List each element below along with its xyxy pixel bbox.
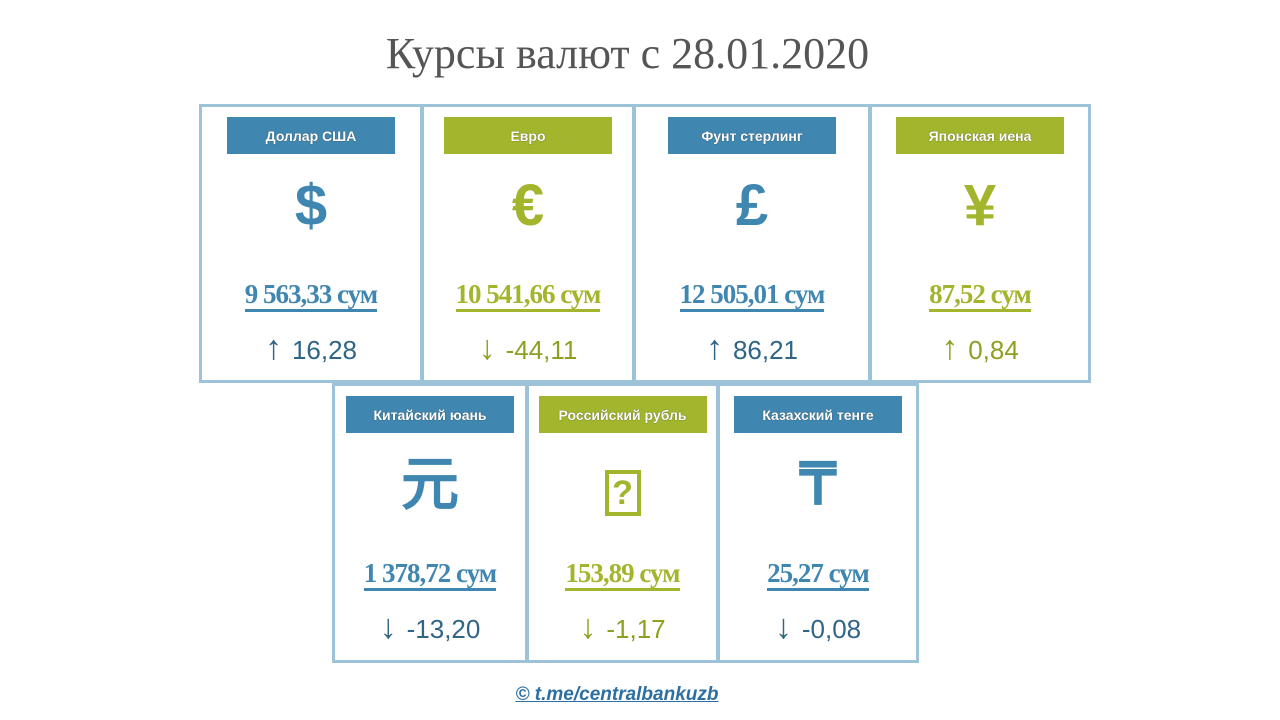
currency-card: Фунт стерлинг £ 12 505,01 сум ↑ 86,21: [633, 104, 871, 383]
rate-value-text: 25,27 сум: [767, 558, 870, 591]
currency-card: Китайский юань 元 1 378,72 сум ↓ -13,20: [332, 383, 528, 663]
currency-symbol: ₸: [799, 452, 837, 517]
rate-value: 1 378,72 сум: [335, 558, 525, 591]
rate-change: ↓ -1,17: [529, 608, 716, 647]
currency-card: Японская иена ¥ 87,52 сум ↑ 0,84: [869, 104, 1091, 383]
rate-value: 9 563,33 сум: [202, 279, 420, 312]
currency-symbol-icon: £: [636, 171, 868, 241]
rate-change: ↓ -13,20: [335, 608, 525, 647]
rate-value-text: 153,89 сум: [565, 558, 681, 591]
currency-name: Японская иена: [928, 127, 1032, 144]
currency-name: Казахский тенге: [762, 406, 874, 423]
currency-symbol: $: [294, 173, 328, 238]
rate-value-text: 9 563,33 сум: [244, 279, 378, 312]
currency-symbol-icon: ¥: [872, 171, 1088, 241]
currency-symbol: €: [511, 173, 545, 238]
currency-symbol: £: [735, 173, 769, 238]
currency-name: Доллар США: [265, 127, 357, 144]
rate-value: 153,89 сум: [529, 558, 716, 591]
rate-value-text: 87,52 сум: [929, 279, 1032, 312]
rate-change-text: -0,08: [801, 614, 862, 644]
currency-name-label: Доллар США: [227, 117, 395, 154]
currency-symbol-icon: €: [424, 171, 632, 241]
arrow-up-icon: ↑: [705, 329, 723, 367]
rate-change: ↓ -0,08: [720, 608, 916, 647]
footer-link[interactable]: © t.me/centralbankuzb: [515, 684, 719, 705]
currency-name: Евро: [510, 127, 546, 144]
arrow-up-icon: ↑: [941, 329, 959, 367]
currency-symbol: 元: [400, 452, 459, 517]
rate-change-text: 16,28: [291, 335, 358, 365]
currency-name: Китайский юань: [373, 406, 487, 423]
rate-change-text: 0,84: [968, 335, 1019, 365]
arrow-down-icon: ↓: [478, 329, 496, 367]
currency-name-label: Фунт стерлинг: [668, 117, 836, 154]
rate-change-text: -13,20: [406, 614, 481, 644]
currency-card: Евро € 10 541,66 сум ↓ -44,11: [421, 104, 635, 383]
currency-name-label: Российский рубль: [538, 396, 707, 433]
rate-change: ↑ 16,28: [202, 329, 420, 368]
rate-change: ↑ 86,21: [636, 329, 868, 368]
arrow-up-icon: ↑: [264, 329, 282, 367]
rate-change: ↓ -44,11: [424, 329, 632, 368]
currency-name-label: Японская иена: [896, 117, 1064, 154]
currency-symbol-icon: 元: [335, 450, 525, 520]
currency-name-label: Китайский юань: [346, 396, 514, 433]
page-title: Курсы валют с 28.01.2020: [385, 29, 870, 78]
currency-symbol: ?: [604, 470, 641, 516]
rate-change-text: -44,11: [505, 335, 578, 365]
arrow-down-icon: ↓: [774, 608, 792, 646]
rate-value-text: 12 505,01 сум: [679, 279, 825, 312]
currency-symbol-icon: ?: [529, 450, 716, 520]
rate-value-text: 10 541,66 сум: [455, 279, 601, 312]
currency-symbol: ¥: [963, 173, 997, 238]
rate-value: 25,27 сум: [720, 558, 916, 591]
currency-card: Казахский тенге ₸ 25,27 сум ↓ -0,08: [717, 383, 919, 663]
arrow-down-icon: ↓: [579, 608, 597, 646]
currency-symbol-icon: $: [202, 171, 420, 241]
rate-change-text: -1,17: [606, 614, 666, 644]
currency-name-label: Евро: [444, 117, 612, 154]
currency-name: Фунт стерлинг: [701, 127, 803, 144]
rate-change-text: 86,21: [732, 335, 799, 365]
rate-change: ↑ 0,84: [872, 329, 1088, 368]
currency-card: Российский рубль ? 153,89 сум ↓ -1,17: [526, 383, 719, 663]
arrow-down-icon: ↓: [379, 608, 397, 646]
rate-value: 87,52 сум: [872, 279, 1088, 312]
rate-value-text: 1 378,72 сум: [363, 558, 497, 591]
rate-value: 12 505,01 сум: [636, 279, 868, 312]
currency-name: Российский рубль: [558, 406, 687, 423]
rate-value: 10 541,66 сум: [424, 279, 632, 312]
currency-symbol-icon: ₸: [720, 450, 916, 520]
currency-name-label: Казахский тенге: [734, 396, 902, 433]
currency-card: Доллар США $ 9 563,33 сум ↑ 16,28: [199, 104, 423, 383]
